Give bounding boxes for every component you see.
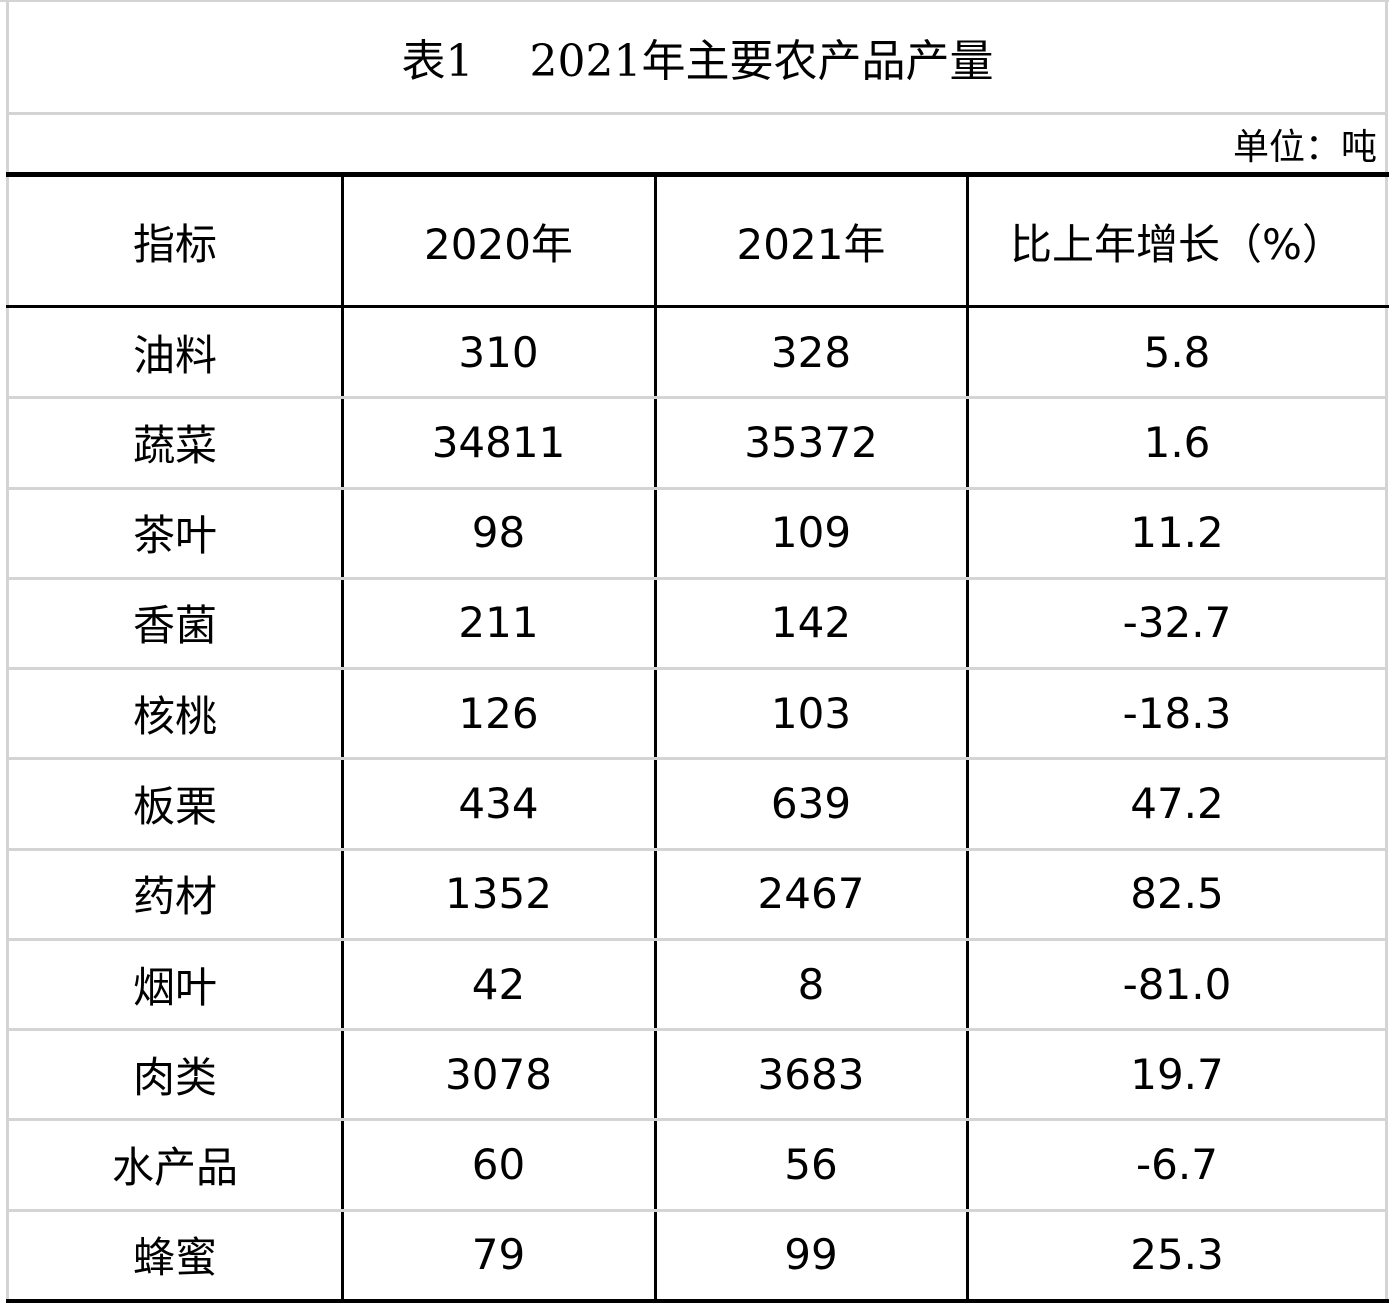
data-cell: 109 [770,508,852,558]
row-label: 茶叶 [132,511,217,561]
data-cell: -6.7 [1136,1140,1218,1190]
row-label: 香菌 [132,601,217,651]
row-label: 核桃 [132,691,217,741]
data-cell: 142 [770,598,852,648]
data-cell: 19.7 [1130,1049,1224,1099]
data-cell: 1.6 [1143,417,1211,467]
data-cell: 98 [471,508,526,558]
data-cell: 126 [458,688,539,738]
data-cell: 3078 [445,1049,552,1099]
rule [8,486,1387,490]
rule [8,1208,1387,1212]
data-cell: 310 [458,327,539,377]
data-cell: 99 [784,1230,838,1280]
rule [8,396,1387,400]
rule [8,757,1387,761]
rule [6,172,1389,177]
rule [8,847,1387,851]
rule [8,937,1387,941]
rule [8,1118,1387,1122]
data-cell: 328 [770,327,852,377]
data-cell: 5.8 [1143,327,1211,377]
data-cell: 3683 [757,1049,865,1099]
rule [341,177,344,1300]
row-label: 药材 [132,872,217,922]
data-cell: -18.3 [1122,688,1232,738]
rule [8,667,1387,671]
header-cell: 比上年增长（%） [1010,220,1344,269]
data-cell: 79 [471,1230,526,1280]
data-cell: 434 [458,778,539,828]
data-cell: 25.3 [1130,1230,1224,1280]
rule [6,1299,1389,1303]
rule [6,0,9,1303]
rule [966,177,969,1300]
data-cell: 35372 [744,417,878,467]
row-label: 水产品 [111,1143,238,1193]
header-cell: 2020年 [424,220,573,269]
data-cell: 60 [471,1140,526,1190]
rule [8,1028,1387,1032]
unit-label: 单位：吨 [1232,127,1377,168]
data-cell: 103 [770,688,852,738]
row-label: 肉类 [132,1052,217,1102]
data-cell: 11.2 [1130,508,1224,558]
data-cell: 56 [784,1140,838,1190]
row-label: 板栗 [132,781,217,831]
data-cell: 1352 [445,869,552,919]
row-label: 油料 [132,330,217,380]
data-cell: 47.2 [1130,778,1224,828]
data-cell: 34811 [431,417,566,467]
data-cell: 82.5 [1130,869,1224,919]
rule [654,177,657,1300]
data-cell: 8 [797,959,825,1009]
row-label: 蔬菜 [132,420,217,470]
data-cell: 639 [770,778,852,828]
row-label: 烟叶 [132,962,217,1012]
rule [8,112,1387,115]
rule [0,0,1389,2]
header-cell: 2021年 [736,220,886,269]
rule [6,305,1389,308]
rule [1385,0,1388,1303]
data-cell: -81.0 [1122,959,1232,1009]
data-cell: 42 [471,959,526,1009]
table-title: 表1 2021年主要农产品产量 [401,35,994,87]
data-cell: 211 [458,598,539,648]
data-cell: -32.7 [1122,598,1232,648]
header-cell: 指标 [132,220,217,269]
data-cell: 2467 [757,869,865,919]
rule [8,576,1387,580]
row-label: 蜂蜜 [132,1233,217,1283]
